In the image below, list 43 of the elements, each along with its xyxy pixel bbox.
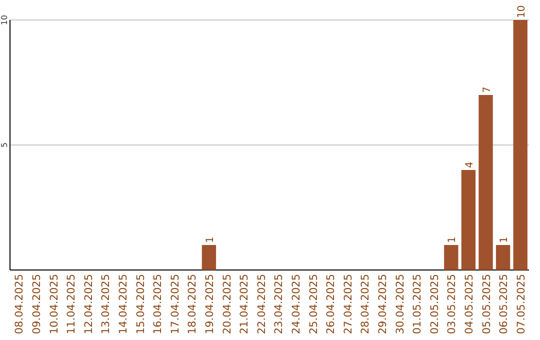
x-tick-label: 12.04.2025 [82, 274, 95, 334]
x-tick-label: 05.05.2025 [480, 274, 493, 334]
x-tick-label: 15.04.2025 [134, 274, 147, 334]
x-tick-label: 24.04.2025 [290, 274, 302, 334]
data-label: 10 [516, 5, 528, 18]
data-label: 1 [499, 236, 510, 243]
x-tick-label: 30.04.2025 [394, 274, 406, 334]
x-tick-label: 03.05.2025 [446, 274, 458, 334]
x-tick-label: 28.04.2025 [360, 274, 372, 334]
x-tick-label: 08.04.2025 [14, 274, 26, 334]
x-tick-label: 26.04.2025 [325, 274, 338, 334]
x-tick-label: 02.05.2025 [428, 274, 441, 334]
x-tick-label: 16.04.2025 [152, 274, 164, 334]
bar [513, 20, 528, 270]
x-tick-label: 18.04.2025 [186, 274, 199, 334]
bar [202, 245, 216, 270]
x-tick-label: 27.04.2025 [342, 274, 354, 334]
bar [444, 245, 458, 270]
bar [461, 170, 476, 270]
x-tick-label: 09.04.2025 [30, 274, 43, 334]
x-tick-label: 04.05.2025 [463, 274, 476, 334]
x-tick-label: 22.04.2025 [256, 274, 268, 334]
x-tick-label: 29.04.2025 [376, 274, 389, 334]
x-tick-label: 25.04.2025 [308, 274, 320, 334]
data-label: 1 [204, 236, 216, 243]
x-tick-label: 07.05.2025 [515, 274, 528, 334]
bar [496, 245, 510, 270]
x-tick-label: 20.04.2025 [221, 274, 234, 334]
x-tick-label: 06.05.2025 [498, 274, 510, 334]
x-tick-label: 10.04.2025 [48, 274, 60, 334]
data-label: 7 [482, 86, 493, 93]
x-tick-label: 21.04.2025 [238, 274, 251, 334]
x-tick-label: 01.05.2025 [412, 274, 424, 334]
x-tick-label: 13.04.2025 [100, 274, 112, 334]
x-tick-label: 17.04.2025 [169, 274, 182, 334]
x-tick-label: 19.04.2025 [204, 274, 216, 334]
bar [478, 95, 493, 270]
x-tick-label: 11.04.2025 [66, 274, 78, 334]
y-tick-label: 5 [0, 142, 9, 148]
data-label: 1 [447, 236, 458, 243]
x-tick-label: 14.04.2025 [117, 274, 130, 334]
x-tick-label: 23.04.2025 [273, 274, 286, 334]
data-label: 4 [464, 162, 476, 168]
